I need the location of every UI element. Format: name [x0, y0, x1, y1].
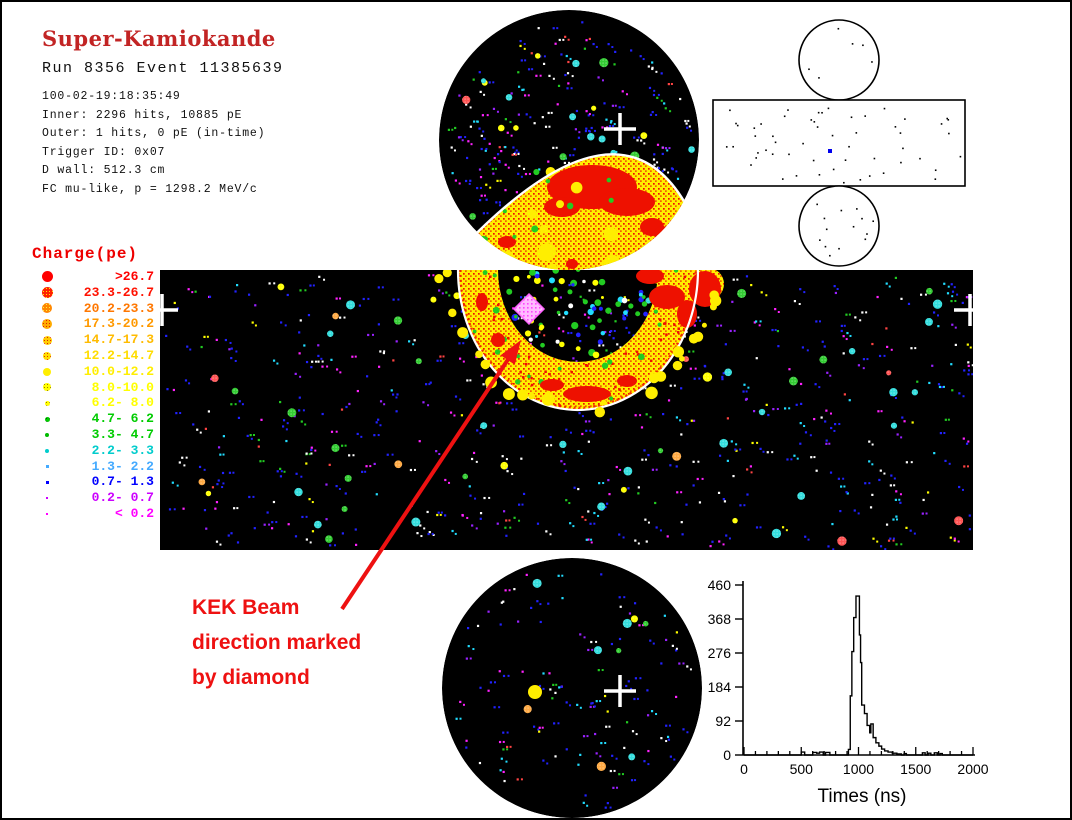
- legend-label: 2.2- 3.3: [91, 442, 154, 458]
- vertex-cross: [954, 294, 986, 326]
- legend-row-5: 12.2-14.7: [32, 348, 154, 364]
- y-tick-label: 184: [708, 679, 732, 695]
- legend-marker-icon: [43, 351, 51, 360]
- legend-marker-icon: [42, 303, 52, 314]
- legend-row-11: 2.2- 3.3: [32, 443, 154, 459]
- legend-label: 17.3-20.2: [83, 316, 154, 332]
- y-tick-label: 0: [723, 747, 731, 763]
- legend-marker-icon: [41, 287, 53, 299]
- y-tick-label: 276: [708, 645, 732, 661]
- outer-detector-view: [712, 19, 966, 267]
- legend-row-9: 4.7- 6.2: [32, 411, 154, 427]
- legend-label: 14.7-17.3: [83, 332, 154, 348]
- cherenkov-ring-top-cap: [442, 154, 699, 270]
- vertex-cross: [604, 675, 636, 707]
- legend-label: 10.0-12.2: [83, 363, 154, 379]
- legend-marker-icon: [43, 367, 51, 376]
- legend-row-12: 1.3- 2.2: [32, 459, 154, 475]
- x-tick-label: 0: [740, 761, 748, 777]
- x-tick-label: 1000: [843, 761, 874, 777]
- legend-marker-icon: [44, 416, 50, 422]
- legend-rows: >26.7 23.3-26.7 20.2-23.3 17.3-20.2 14.7-17.…: [32, 269, 154, 522]
- legend-marker-icon: [46, 497, 48, 500]
- legend-label: 8.0-10.0: [91, 379, 154, 395]
- legend-row-7: 8.0-10.0: [32, 380, 154, 396]
- bottom-cap-view: [442, 558, 702, 818]
- legend-label: >26.7: [114, 269, 154, 284]
- y-tick-label: 368: [708, 611, 732, 627]
- legend-label: 6.2- 8.0: [91, 395, 154, 411]
- legend-marker-icon: [44, 400, 50, 406]
- legend-marker-icon: [46, 512, 48, 515]
- info-line-2: Outer: 1 hits, 0 pE (in-time): [42, 127, 266, 141]
- x-axis-label: Times (ns): [817, 786, 907, 807]
- legend-label: 12.2-14.7: [83, 347, 154, 363]
- legend-label: 1.3- 2.2: [91, 458, 154, 474]
- top-cap-view: [439, 10, 699, 270]
- y-tick-label: 92: [715, 713, 731, 729]
- beam-annotation-line-1: direction marked: [192, 631, 362, 654]
- app-title: Super-Kamiokande: [42, 26, 276, 51]
- legend-row-0: >26.7: [32, 269, 154, 285]
- beam-arrow: [340, 340, 521, 611]
- info-line-3: Trigger ID: 0x07: [42, 145, 166, 159]
- legend-row-2: 20.2-23.3: [32, 301, 154, 317]
- cherenkov-ring-barrel: [458, 270, 698, 410]
- y-tick-label: 460: [708, 577, 732, 593]
- legend-marker-icon: [42, 319, 52, 330]
- legend-marker-icon: [43, 383, 51, 392]
- legend-label: 0.7- 1.3: [91, 474, 154, 490]
- legend-row-14: 0.2- 0.7: [32, 490, 154, 506]
- event-info-block: 100-02-19:18:35:49 Inner: 2296 hits, 1088…: [42, 88, 265, 200]
- legend-row-4: 14.7-17.3: [32, 332, 154, 348]
- beam-annotation-line-0: KEK Beam: [192, 596, 300, 619]
- legend-label: < 0.2: [114, 505, 154, 521]
- timing-histogram: 0 92 184 276 368 460 0 500 1000 1500 2000: [708, 577, 989, 777]
- x-tick-label: 1500: [900, 761, 931, 777]
- vertex-cross: [604, 113, 636, 145]
- legend-label: 20.2-23.3: [83, 300, 154, 316]
- legend-title: Charge(pe): [32, 245, 139, 263]
- legend-label: 4.7- 6.2: [91, 411, 154, 427]
- legend-row-8: 6.2- 8.0: [32, 395, 154, 411]
- legend-label: 3.3- 4.7: [91, 426, 154, 442]
- beam-annotation-line-2: by diamond: [192, 666, 310, 689]
- legend-label: 23.3-26.7: [83, 284, 154, 300]
- legend-label: 0.2- 0.7: [91, 490, 154, 506]
- legend-row-6: 10.0-12.2: [32, 364, 154, 380]
- legend-marker-icon: [45, 464, 49, 468]
- info-line-4: D wall: 512.3 cm: [42, 164, 166, 178]
- charge-legend: Charge(pe) >26.7 23.3-26.7 20.2-23.3 17.3-2…: [32, 245, 154, 522]
- run-event-line: Run 8356 Event 11385639: [42, 60, 284, 77]
- histogram-step-line: [744, 595, 973, 756]
- legend-row-3: 17.3-20.2: [32, 316, 154, 332]
- legend-marker-icon: [42, 335, 52, 345]
- legend-row-1: 23.3-26.7: [32, 285, 154, 301]
- info-line-1: Inner: 2296 hits, 10885 pE: [42, 108, 243, 122]
- legend-marker-icon: [45, 432, 49, 437]
- legend-marker-icon: [45, 480, 49, 484]
- beam-diamond-marker: [512, 292, 546, 326]
- barrel-view: [160, 270, 973, 550]
- x-tick-label: 2000: [957, 761, 988, 777]
- legend-marker-icon: [45, 448, 49, 453]
- info-line-0: 100-02-19:18:35:49: [42, 90, 181, 103]
- info-line-5: FC mu-like, p = 1298.2 MeV/c: [42, 182, 258, 196]
- legend-row-10: 3.3- 4.7: [32, 427, 154, 443]
- legend-row-13: 0.7- 1.3: [32, 474, 154, 490]
- beam-annotation: KEK Beam direction marked by diamond: [192, 590, 361, 695]
- legend-row-15: < 0.2: [32, 506, 154, 522]
- x-tick-label: 500: [790, 761, 814, 777]
- legend-marker-icon: [41, 271, 53, 283]
